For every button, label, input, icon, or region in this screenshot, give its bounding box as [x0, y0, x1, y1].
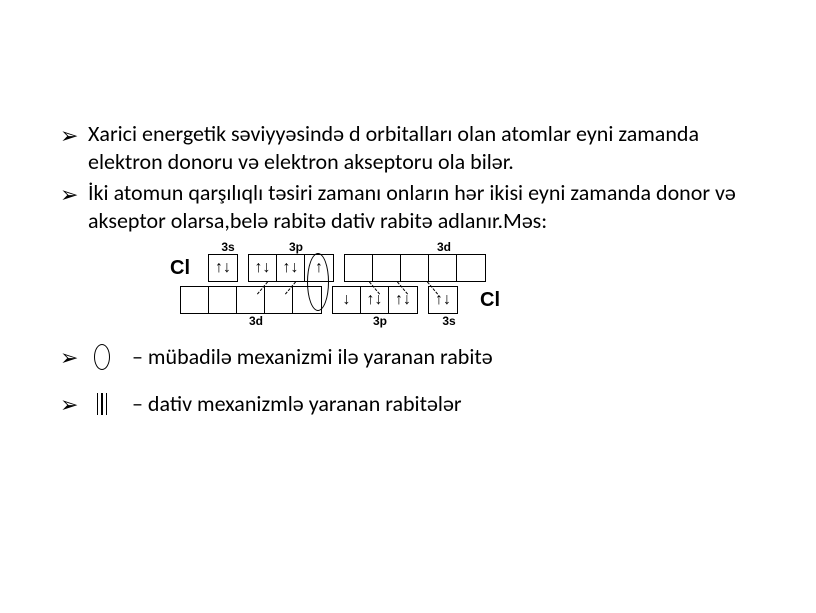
orbital-row-bottom: ↓ ↑↓ ↑↓ ↑↓ Cl: [180, 286, 756, 314]
orbital-cell: ↑↓: [209, 255, 237, 281]
sublabel-3s: 3s: [428, 314, 470, 328]
sublabel-3d: 3d: [344, 240, 544, 254]
orbital-cell: ↑↓: [249, 255, 277, 281]
orbital-group-3d: [180, 286, 322, 314]
bullet-list: ➢ Xarici energetik səviyyəsində d orbita…: [60, 120, 756, 234]
orbital-cell: [237, 287, 265, 313]
orbital-group-3p: ↑↓ ↑↓ ↑: [248, 254, 334, 282]
bullet-marker-icon: ➢: [60, 179, 88, 209]
exchange-symbol-icon: [88, 343, 116, 371]
element-label-left: Cl: [170, 257, 208, 280]
bullet-item: ➢ Xarici energetik səviyyəsində d orbita…: [60, 120, 756, 175]
orbital-cell: [457, 255, 485, 281]
bullet-item: ➢ İki atomun qarşılıqlı təsiri zamanı on…: [60, 179, 756, 234]
bottom-sublabels: 3d 3p 3s: [180, 314, 756, 328]
top-sublabels: 3s 3p 3d: [208, 240, 756, 254]
orbital-cell: [265, 287, 293, 313]
orbital-cell: [209, 287, 237, 313]
legend-text: – mübadilə mexanizmi ilə yaranan rabitə: [132, 343, 493, 370]
orbital-cell: [293, 287, 321, 313]
orbital-cell: ↑: [305, 255, 333, 281]
orbital-group-3s: ↑↓: [208, 254, 238, 282]
orbital-cell: ↑↓: [277, 255, 305, 281]
bullet-marker-icon: ➢: [60, 342, 88, 371]
orbital-group-3s: ↑↓: [428, 286, 458, 314]
dative-symbol-icon: [88, 390, 116, 418]
orbital-cell: [401, 255, 429, 281]
legend-item: ➢ – dativ mexanizmlə yaranan rabitələr: [60, 389, 756, 418]
sublabel-3p: 3p: [332, 314, 428, 328]
orbital-group-3p: ↓ ↑↓ ↑↓: [332, 286, 418, 314]
orbital-cell: ↑↓: [361, 287, 389, 313]
orbital-cell: [429, 255, 457, 281]
orbital-group-3d: [344, 254, 486, 282]
bullet-text: İki atomun qarşılıqlı təsiri zamanı onla…: [88, 179, 756, 234]
orbital-cell: [181, 287, 209, 313]
orbital-cell: [373, 255, 401, 281]
orbital-cell: ↑↓: [429, 287, 457, 313]
orbital-row-top: Cl ↑↓ ↑↓ ↑↓ ↑: [170, 254, 756, 282]
legend-text: – dativ mexanizmlə yaranan rabitələr: [132, 390, 462, 417]
sublabel-3s: 3s: [208, 240, 248, 254]
bullet-text: Xarici energetik səviyyəsində d orbitall…: [88, 120, 756, 175]
orbital-cell: ↑↓: [389, 287, 417, 313]
bullet-marker-icon: ➢: [60, 120, 88, 150]
sublabel-3d: 3d: [180, 314, 332, 328]
bullet-marker-icon: ➢: [60, 389, 88, 418]
element-label-right: Cl: [480, 289, 500, 312]
orbital-diagram: 3s 3p 3d Cl ↑↓ ↑↓ ↑↓ ↑: [170, 240, 756, 328]
sublabel-3p: 3p: [248, 240, 344, 254]
orbital-cell: ↓: [333, 287, 361, 313]
orbital-cell: [345, 255, 373, 281]
legend-item: ➢ – mübadilə mexanizmi ilə yaranan rabit…: [60, 342, 756, 371]
